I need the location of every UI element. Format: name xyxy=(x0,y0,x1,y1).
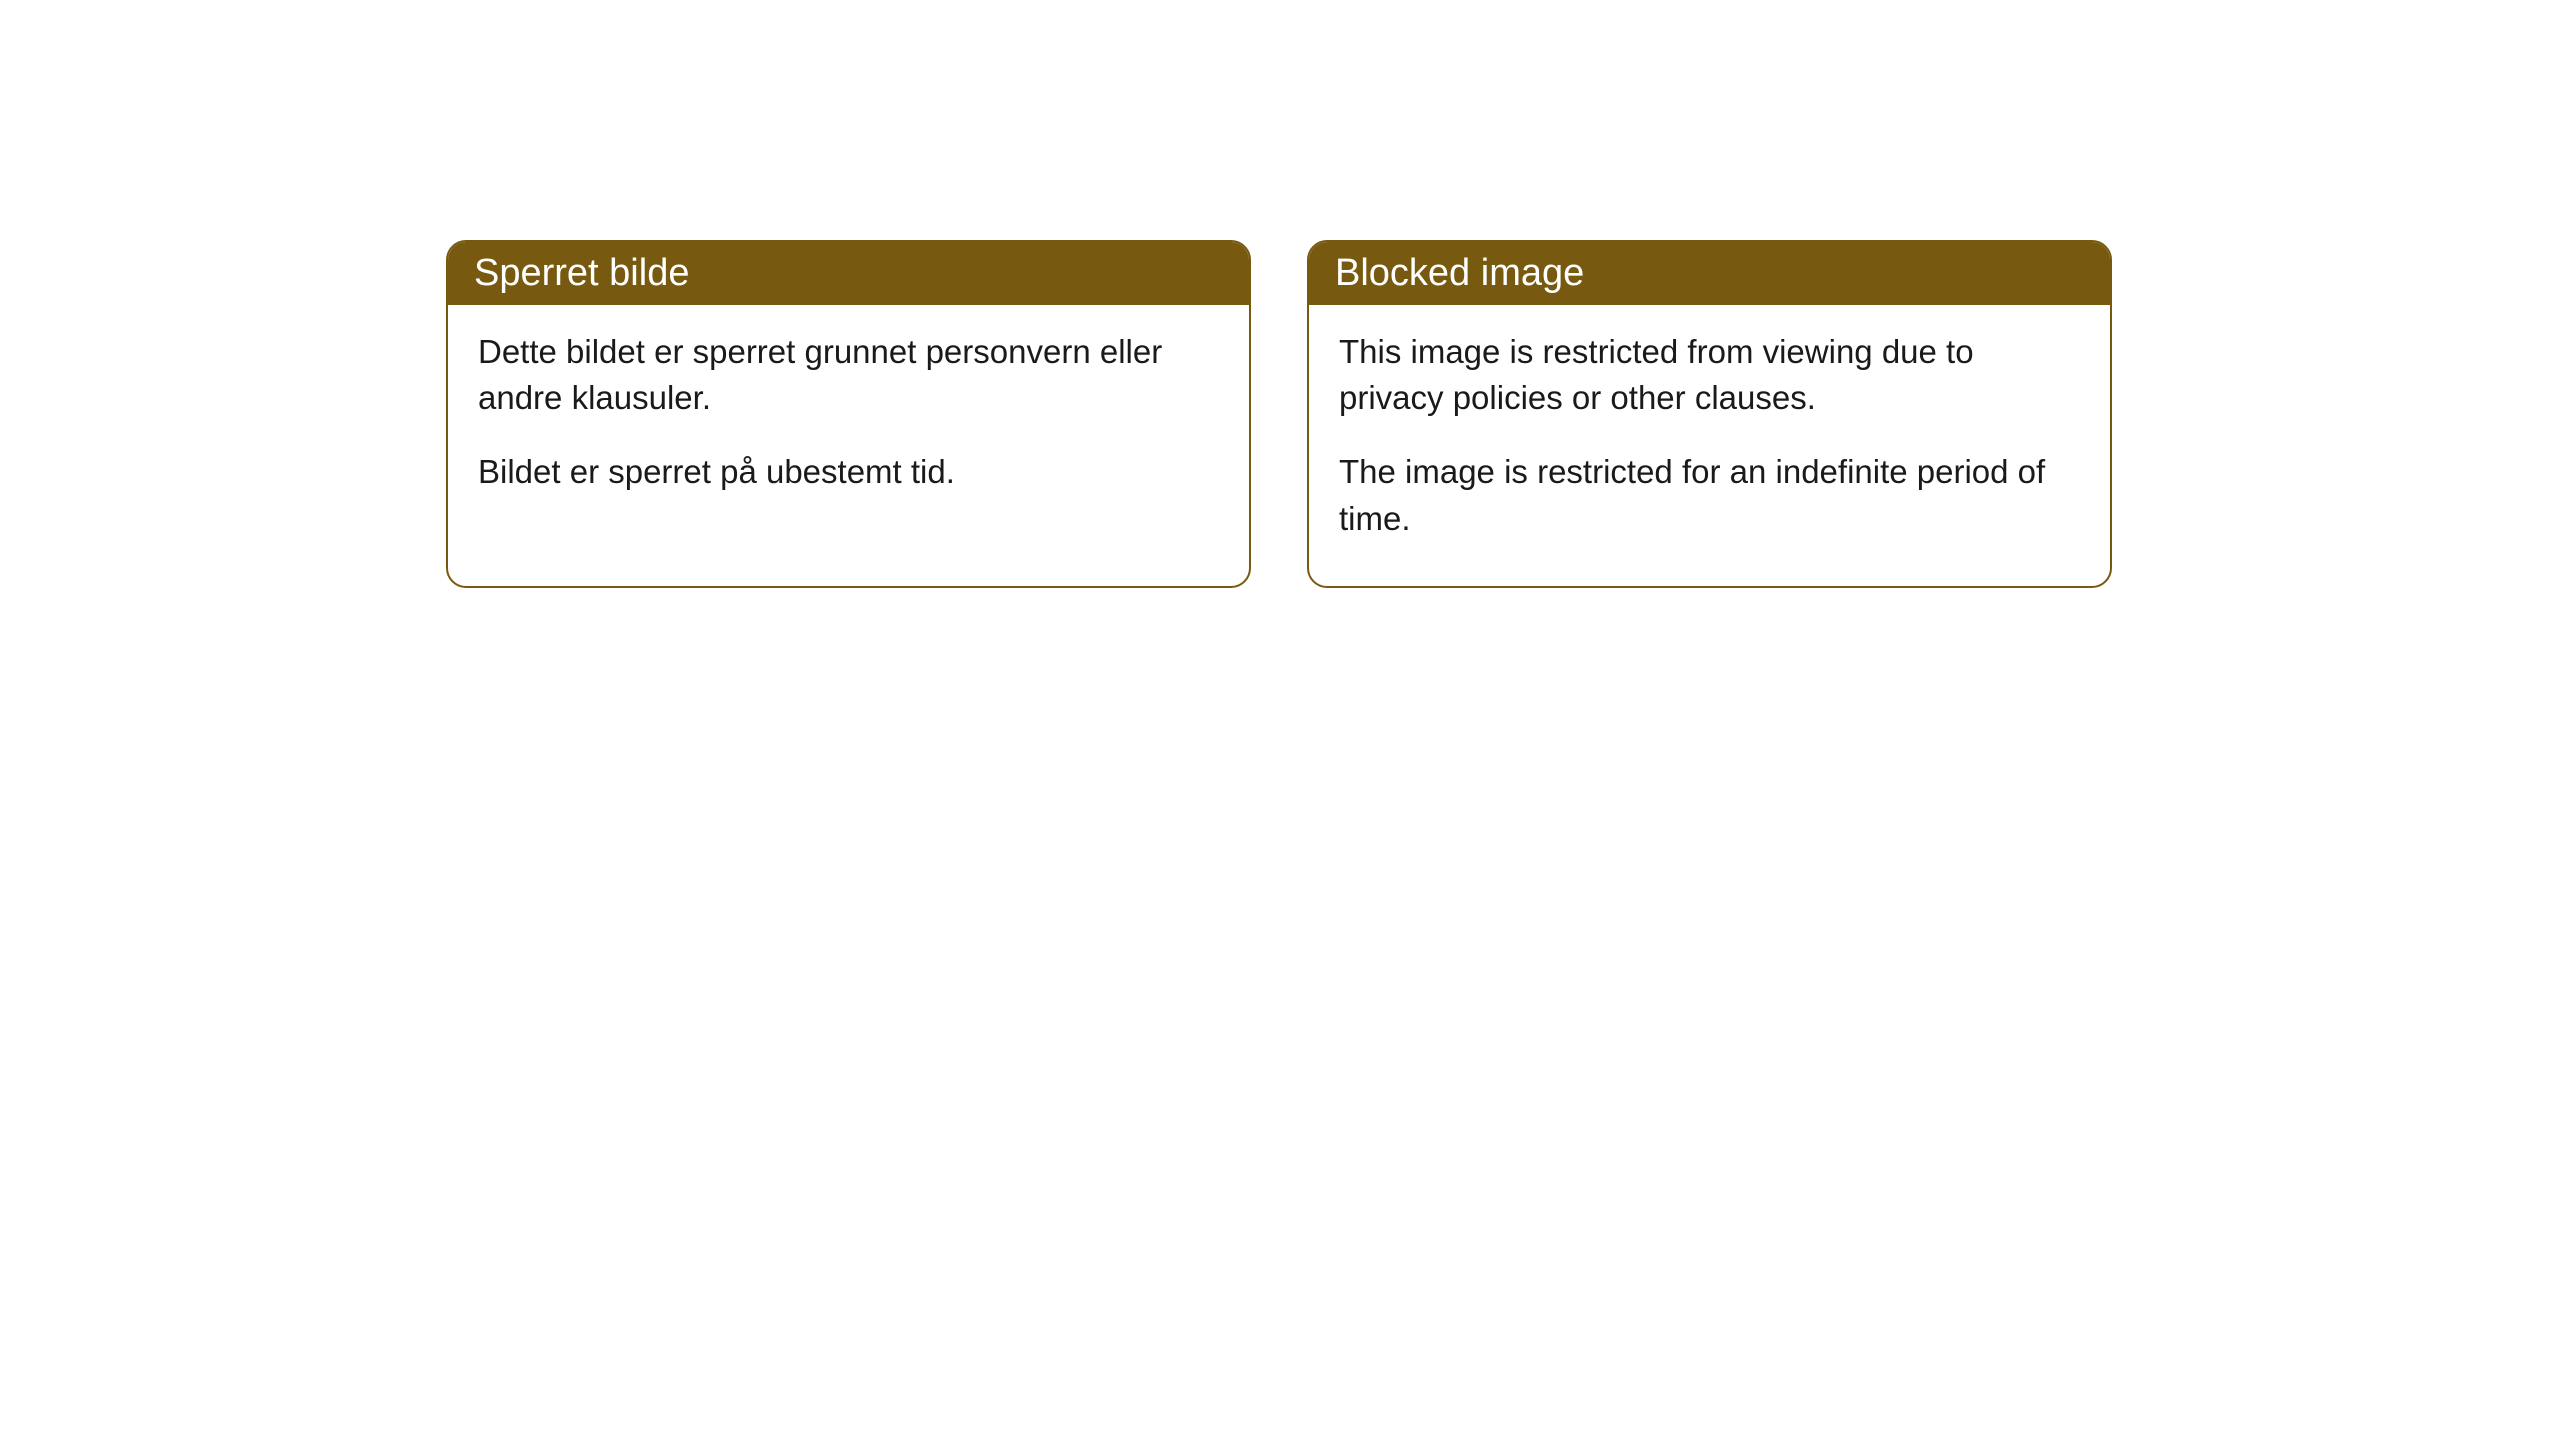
notice-paragraph: The image is restricted for an indefinit… xyxy=(1339,449,2080,541)
notice-body: Dette bildet er sperret grunnet personve… xyxy=(448,305,1249,540)
notice-paragraph: Bildet er sperret på ubestemt tid. xyxy=(478,449,1219,495)
notice-card-english: Blocked image This image is restricted f… xyxy=(1307,240,2112,588)
notice-paragraph: Dette bildet er sperret grunnet personve… xyxy=(478,329,1219,421)
notice-paragraph: This image is restricted from viewing du… xyxy=(1339,329,2080,421)
notice-container: Sperret bilde Dette bildet er sperret gr… xyxy=(446,240,2112,588)
notice-header: Blocked image xyxy=(1309,242,2110,305)
notice-card-norwegian: Sperret bilde Dette bildet er sperret gr… xyxy=(446,240,1251,588)
notice-title: Blocked image xyxy=(1335,252,1584,294)
notice-header: Sperret bilde xyxy=(448,242,1249,305)
notice-title: Sperret bilde xyxy=(474,252,689,294)
notice-body: This image is restricted from viewing du… xyxy=(1309,305,2110,586)
